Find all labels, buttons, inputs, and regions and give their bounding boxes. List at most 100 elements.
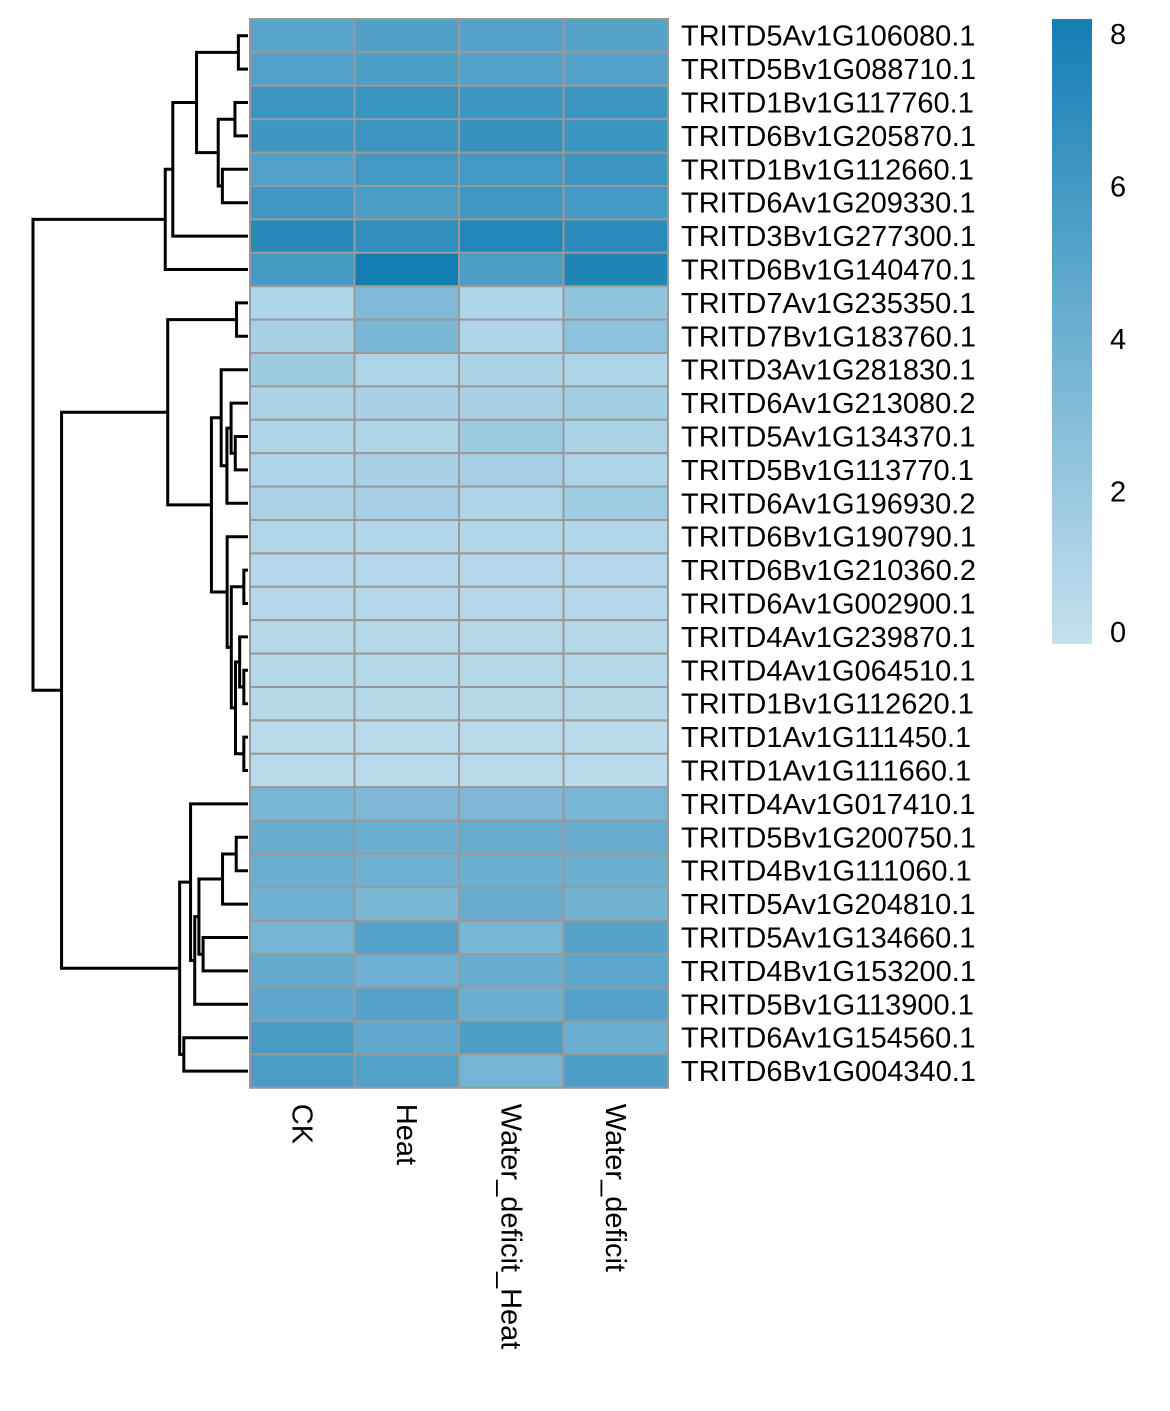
heatmap-cell bbox=[458, 251, 565, 288]
row-label: TRITD6Bv1G210360.2 bbox=[681, 555, 976, 587]
heatmap-cell bbox=[249, 118, 356, 154]
heatmap-cell bbox=[353, 318, 460, 355]
heatmap-cell bbox=[562, 285, 669, 321]
heatmap-cell bbox=[562, 853, 669, 889]
heatmap-cell bbox=[353, 485, 460, 522]
heatmap-cell bbox=[458, 819, 565, 855]
dendrogram-branch bbox=[171, 101, 248, 238]
column-label: Water_deficit_Heat bbox=[494, 1104, 526, 1350]
heatmap-cell bbox=[458, 51, 565, 87]
heatmap-cell bbox=[249, 251, 356, 288]
row-dendrogram bbox=[31, 34, 248, 1073]
dendrogram-branch bbox=[233, 101, 248, 138]
dendrogram-branch bbox=[182, 1036, 248, 1073]
row-label: TRITD7Av1G235350.1 bbox=[681, 288, 975, 320]
column-labels: CK Heat Water_deficit_Heat Water_deficit bbox=[285, 1104, 631, 1350]
legend-tick-label: 6 bbox=[1110, 172, 1126, 204]
heatmap-cell bbox=[353, 552, 460, 588]
heatmap-cell bbox=[353, 1020, 460, 1056]
dendrogram-branch bbox=[209, 416, 228, 594]
dendrogram-branch bbox=[31, 217, 166, 692]
heatmap-cell bbox=[458, 686, 565, 722]
row-label: TRITD1Av1G111660.1 bbox=[681, 756, 971, 788]
dendrogram-branch bbox=[233, 660, 244, 756]
row-labels: TRITD5Av1G106080.1TRITD5Bv1G088710.1TRIT… bbox=[681, 21, 976, 1088]
heatmap-cell bbox=[249, 886, 356, 922]
heatmap-cell bbox=[458, 1053, 565, 1089]
heatmap-cell bbox=[249, 218, 356, 254]
heatmap-cell bbox=[353, 519, 460, 555]
heatmap-cell bbox=[249, 953, 356, 989]
heatmap-cell bbox=[249, 786, 356, 822]
heatmap-cell bbox=[458, 585, 565, 622]
heatmap-cell bbox=[458, 619, 565, 655]
heatmap-cell bbox=[249, 1053, 356, 1089]
heatmap-cell bbox=[249, 285, 356, 321]
dendrogram-branch bbox=[193, 915, 248, 1006]
heatmap-cell bbox=[353, 719, 460, 755]
heatmap-cell bbox=[249, 318, 356, 355]
legend-tick-label: 4 bbox=[1110, 324, 1126, 356]
row-label: TRITD6Av1G213080.2 bbox=[681, 388, 975, 420]
row-label: TRITD7Bv1G183760.1 bbox=[681, 321, 976, 353]
row-label: TRITD6Bv1G190790.1 bbox=[681, 522, 976, 554]
heatmap-cell bbox=[249, 619, 356, 655]
heatmap-cell bbox=[458, 285, 565, 321]
heatmap-cell bbox=[249, 552, 356, 588]
heatmap-cell bbox=[562, 552, 669, 588]
heatmap-cell bbox=[353, 452, 460, 488]
heatmap-cell bbox=[249, 418, 356, 455]
heatmap-cell bbox=[458, 652, 565, 688]
heatmap-cell bbox=[249, 686, 356, 722]
heatmap-cell bbox=[562, 385, 669, 421]
heatmap-cell bbox=[458, 318, 565, 355]
heatmap-cell bbox=[562, 652, 669, 688]
heatmap-cell bbox=[458, 418, 565, 455]
row-label: TRITD6Av1G154560.1 bbox=[681, 1023, 975, 1055]
heatmap-cell bbox=[458, 352, 565, 388]
dendrogram-branch bbox=[166, 318, 237, 507]
row-label: TRITD1Bv1G112620.1 bbox=[681, 689, 974, 721]
dendrogram-branch bbox=[216, 117, 235, 188]
heatmap-cell bbox=[249, 652, 356, 688]
heatmap-cell bbox=[249, 585, 356, 622]
row-label: TRITD6Av1G209330.1 bbox=[681, 188, 975, 220]
heatmap-cell bbox=[458, 953, 565, 989]
row-label: TRITD4Av1G239870.1 bbox=[681, 622, 975, 654]
heatmap-cell bbox=[353, 151, 460, 188]
heatmap-cell bbox=[562, 886, 669, 922]
row-label: TRITD5Av1G134660.1 bbox=[681, 923, 975, 955]
heatmap-cell bbox=[562, 452, 669, 488]
heatmap-cell bbox=[353, 118, 460, 154]
heatmap-cell bbox=[562, 218, 669, 254]
color-legend: 0 2 4 6 8 bbox=[1052, 19, 1126, 649]
heatmap-cell bbox=[353, 819, 460, 855]
heatmap-cell bbox=[249, 919, 356, 956]
dendrogram-branch bbox=[238, 635, 248, 689]
heatmap-cell bbox=[562, 51, 669, 87]
heatmap-cell bbox=[249, 452, 356, 488]
heatmap-cell bbox=[249, 18, 356, 54]
dendrogram-branch bbox=[189, 802, 248, 962]
heatmap-cell bbox=[353, 218, 460, 254]
heatmap-cell bbox=[249, 84, 356, 121]
heatmap-cell bbox=[249, 752, 356, 789]
row-label: TRITD4Av1G064510.1 bbox=[681, 655, 975, 687]
heatmap-cell bbox=[353, 585, 460, 622]
heatmap-cell bbox=[353, 84, 460, 121]
heatmap-cell bbox=[353, 619, 460, 655]
legend-tick-label: 2 bbox=[1110, 477, 1126, 509]
row-label: TRITD6Bv1G140470.1 bbox=[681, 255, 976, 287]
heatmap-cell bbox=[562, 151, 669, 188]
heatmap-cell bbox=[458, 84, 565, 121]
dendrogram-branch bbox=[197, 877, 223, 956]
dendrogram-branch bbox=[195, 50, 239, 155]
row-label: TRITD5Av1G134370.1 bbox=[681, 422, 975, 454]
heatmap-cell bbox=[249, 385, 356, 421]
heatmap-cell bbox=[353, 886, 460, 922]
dendrogram-branch bbox=[201, 936, 248, 973]
heatmap-cell bbox=[458, 1020, 565, 1056]
dendrogram-branch bbox=[242, 735, 248, 772]
heatmap-cell bbox=[458, 385, 565, 421]
heatmap-cell bbox=[458, 853, 565, 889]
